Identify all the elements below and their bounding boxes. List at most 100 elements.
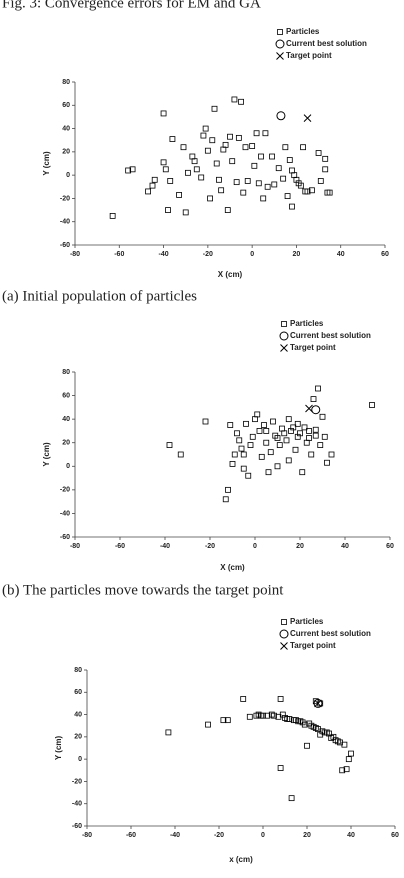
y-axis-title: Y (cm) [42,442,51,467]
x-tick-label: 60 [386,543,394,550]
y-tick-label: -40 [60,510,70,517]
point [160,159,167,166]
point [258,153,264,160]
legend-label: Current best solution [286,39,367,48]
point [328,451,335,458]
y-tick-label: 80 [62,79,70,86]
y-tick-label: 60 [62,392,70,399]
point [224,717,231,724]
caption: (a) Initial population of particles [2,288,197,304]
y-tick-label: -20 [60,487,70,494]
point [176,192,182,198]
point [271,181,278,188]
point [165,729,172,736]
legend-label: Target point [286,51,332,60]
point [317,442,324,448]
point [167,178,174,184]
x-tick-label: -40 [160,543,170,550]
point [229,158,236,165]
point [281,430,288,437]
x-tick-label: 20 [296,543,304,550]
point [304,188,311,195]
point [213,160,220,167]
point [311,405,321,415]
point [282,144,289,151]
point [275,165,282,172]
point [145,188,151,195]
point [312,426,319,433]
x-tick-label: 0 [253,543,257,550]
point [322,155,329,162]
point [162,166,169,173]
point [202,125,209,132]
point [182,209,189,216]
point [253,130,260,137]
point [224,207,231,213]
legend-marker [280,642,288,650]
point [234,430,240,437]
point [314,699,322,708]
point [151,176,158,183]
point [252,416,258,423]
point [211,105,218,112]
point [339,767,346,774]
point [231,451,238,458]
legend-label: Target point [290,343,336,352]
figure-title: Fig. 3: Convergence errors for EM and GA [2,0,261,11]
point [220,146,227,153]
point [308,451,315,458]
point [218,187,225,194]
legend-marker [281,619,287,625]
legend-marker [275,39,285,49]
x-tick-label: -80 [82,832,92,839]
point [231,96,238,103]
point [294,420,301,427]
point [240,189,247,196]
legend-label: Particles [290,319,324,328]
point [222,141,229,148]
y-tick-label: 20 [74,734,82,741]
point [225,486,231,493]
point [283,437,290,444]
point [177,451,184,458]
point [315,385,321,392]
x-tick-label: 20 [303,832,311,839]
y-tick-label: 20 [62,440,70,447]
point [288,795,295,802]
y-tick-label: -20 [72,778,82,785]
legend-marker [279,629,289,639]
point [290,424,297,431]
point [317,178,324,184]
y-tick-label: -60 [60,534,70,541]
point [255,711,262,718]
point [267,449,274,456]
point [341,741,348,748]
point [260,712,266,719]
y-tick-label: -40 [72,801,82,808]
point [305,404,313,413]
x-axis-title: X (cm) [218,270,243,279]
point [269,153,275,160]
point [200,132,207,139]
point [263,428,270,434]
point [222,496,229,503]
legend-label: Target point [290,641,336,650]
point [216,176,222,183]
point [165,207,171,213]
x-axis-title: X (cm) [220,563,245,572]
point [265,469,272,476]
point [189,153,196,160]
caption: (b) The particles move towards the targe… [2,582,284,598]
point [205,721,211,728]
point [312,432,319,439]
point [247,442,254,448]
point [369,402,375,408]
y-tick-label: 40 [62,416,70,423]
point [301,721,308,728]
y-tick-label: 0 [66,463,70,470]
legend-marker [281,321,287,327]
point [286,716,293,722]
point [204,147,211,154]
point [238,445,245,452]
point [109,212,116,219]
